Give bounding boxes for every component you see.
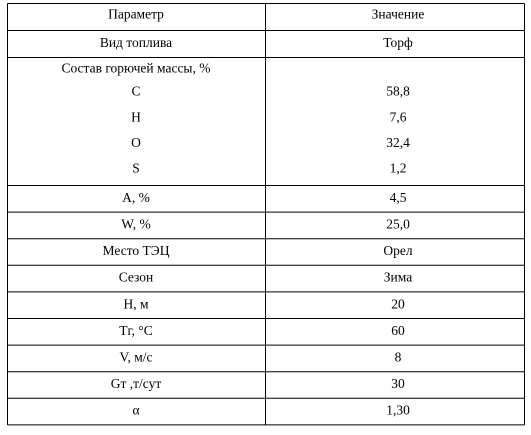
value-cell: 20 — [391, 296, 405, 311]
value-cell: 60 — [391, 323, 405, 338]
param-cell: H — [131, 109, 141, 124]
param-cell: H, м — [123, 296, 148, 311]
value-cell: 1,30 — [386, 403, 410, 418]
value-cell: 58,8 — [386, 84, 410, 99]
value-cell: 25,0 — [386, 216, 410, 231]
value-cell: 1,2 — [390, 161, 407, 176]
param-cell: Tг, °С — [119, 323, 152, 338]
param-cell: α — [132, 403, 139, 418]
value-cell: Орел — [383, 243, 412, 258]
value-cell: Торф — [383, 35, 413, 50]
param-cell: S — [132, 161, 140, 176]
value-cell: 32,4 — [386, 135, 410, 150]
param-cell: C — [131, 84, 140, 99]
value-cell: 4,5 — [390, 190, 407, 205]
param-cell: Gт ,т/сут — [111, 376, 162, 391]
param-cell: Вид топлива — [100, 35, 172, 50]
value-cell: 8 — [395, 349, 402, 364]
param-cell: W, % — [121, 216, 151, 231]
param-cell: V, м/с — [119, 349, 152, 364]
param-cell: O — [131, 135, 141, 150]
param-cell: Место ТЭЦ — [103, 243, 170, 258]
value-cell: 7,6 — [390, 109, 407, 124]
value-cell: 30 — [391, 376, 405, 391]
value-cell: Зима — [384, 270, 412, 285]
header-cell: Параметр — [108, 7, 164, 22]
param-cell: A, % — [122, 190, 150, 205]
header-cell: Значение — [372, 7, 425, 22]
param-cell: Сезон — [119, 270, 154, 285]
group-label: Состав горючей массы, % — [61, 61, 210, 76]
